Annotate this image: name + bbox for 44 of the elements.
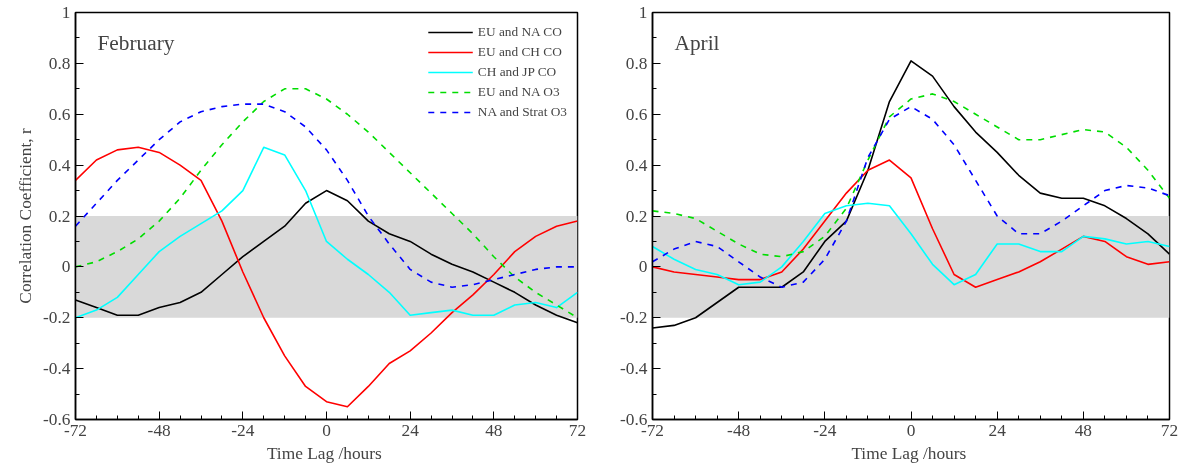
line-series bbox=[652, 93, 1170, 258]
x-tick-label: -24 bbox=[231, 420, 255, 440]
y-tick-label: 0.6 bbox=[48, 104, 71, 124]
text: February bbox=[97, 30, 175, 55]
y-tick-label: 0.8 bbox=[625, 53, 648, 73]
legend-label: NA and Strat O3 bbox=[477, 104, 567, 120]
y-tick-label: 0.8 bbox=[48, 53, 71, 73]
y-tick-label: -0.4 bbox=[620, 359, 648, 379]
y-tick-label: 1 bbox=[638, 3, 648, 22]
legend-label: CH and JP CO bbox=[477, 64, 557, 80]
legend-label: EU and NA CO bbox=[477, 24, 562, 40]
line-series bbox=[652, 202, 1170, 286]
x-tick-label: 72 bbox=[568, 420, 587, 440]
y-tick-label: 0.2 bbox=[48, 206, 71, 226]
x-tick-label: 24 bbox=[988, 420, 1007, 440]
legend-label: EU and NA O3 bbox=[477, 84, 560, 100]
x-tick-label: 0 bbox=[906, 420, 916, 440]
text: April bbox=[674, 30, 720, 55]
x-tick-label: 72 bbox=[1160, 420, 1179, 440]
legend-label: EU and CH CO bbox=[477, 44, 562, 60]
line-series bbox=[652, 105, 1170, 289]
y-tick-label: 0.2 bbox=[625, 206, 648, 226]
y-tick-label: -0.2 bbox=[620, 308, 648, 328]
x-axis-title: Time Lag /hours bbox=[266, 443, 383, 463]
y-tick-label: 0.6 bbox=[625, 104, 648, 124]
y-tick-label: 1 bbox=[61, 3, 71, 22]
x-axis-title: Time Lag /hours bbox=[851, 443, 967, 463]
y-tick-label: 0.4 bbox=[625, 155, 648, 175]
y-tick-label: -0.2 bbox=[43, 308, 71, 328]
x-tick-label: 48 bbox=[485, 420, 503, 440]
y-tick-label: -0.4 bbox=[43, 359, 71, 379]
line-series bbox=[652, 159, 1170, 289]
y-tick-label: 0.4 bbox=[48, 155, 71, 175]
line-series bbox=[75, 146, 578, 319]
x-tick-label: 24 bbox=[401, 420, 420, 440]
y-tick-label: 0 bbox=[61, 257, 71, 277]
x-tick-label: -48 bbox=[147, 420, 171, 440]
x-tick-label: 0 bbox=[322, 420, 331, 440]
x-tick-label: 48 bbox=[1074, 420, 1092, 440]
line-series bbox=[75, 146, 578, 408]
y-axis-title: Correlation Coefficient, r bbox=[16, 128, 36, 304]
x-tick-label: -24 bbox=[813, 420, 837, 440]
x-tick-label: -48 bbox=[727, 420, 751, 440]
y-tick-label: 0 bbox=[638, 257, 648, 277]
